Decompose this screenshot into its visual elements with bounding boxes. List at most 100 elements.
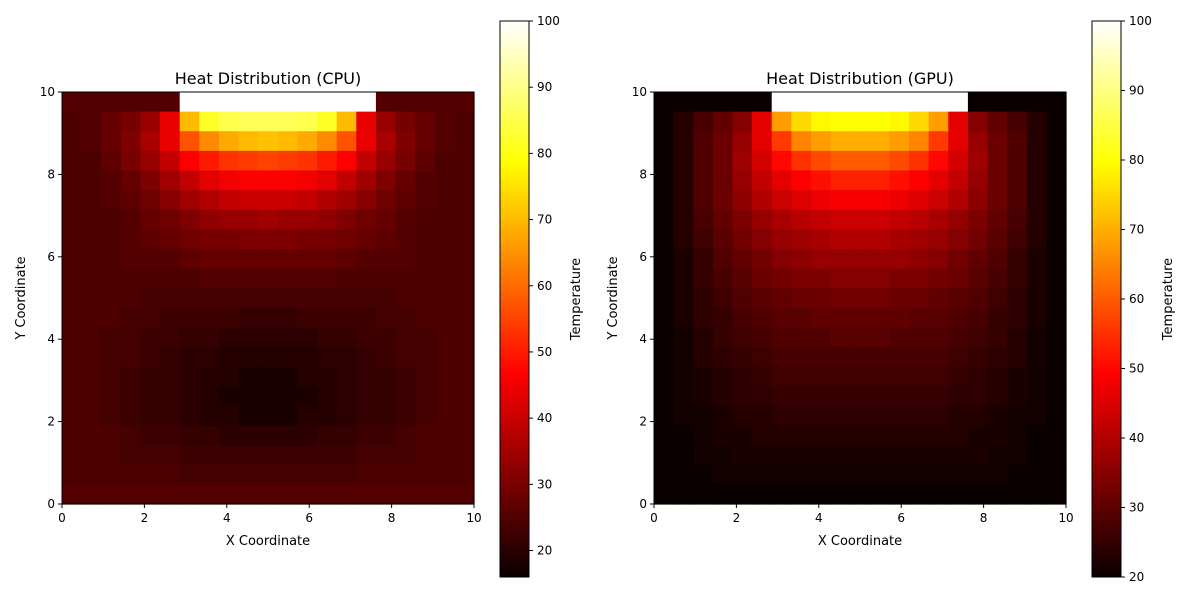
- gpu-heatmap-cell: [987, 307, 1008, 329]
- cpu-heatmap-cell: [415, 405, 436, 427]
- cpu-heatmap-cell: [317, 268, 338, 289]
- gpu-heatmap-cell: [771, 307, 792, 329]
- cpu-heatmap-cell: [415, 92, 436, 113]
- gpu-heatmap-cell: [987, 92, 1008, 113]
- gpu-heatmap-cell: [673, 248, 694, 270]
- cpu-heatmap-cell: [454, 484, 475, 505]
- cpu-heatmap-cell: [375, 170, 397, 191]
- cpu-heatmap-cell: [218, 366, 240, 387]
- gpu-heatmap-cell: [791, 288, 812, 309]
- cpu-heatmap-cell: [140, 386, 161, 407]
- gpu-heatmap-cell: [712, 445, 734, 466]
- gpu-heatmap-cell: [1007, 484, 1028, 505]
- cpu-heatmap-cell: [434, 248, 455, 270]
- gpu-heatmap-cell: [771, 405, 792, 427]
- gpu-heatmap-cell: [1026, 209, 1047, 230]
- cpu-heatmap-cell: [297, 209, 318, 230]
- gpu-heatmap-cell: [732, 150, 753, 172]
- cpu-heatmap-cell: [238, 405, 259, 427]
- cpu-heatmap-cell: [434, 366, 455, 387]
- cpu-heatmap-cell: [238, 111, 259, 132]
- gpu-colorbar-tick-label: 60: [1129, 292, 1144, 306]
- cpu-heatmap-cell: [101, 386, 122, 407]
- gpu-heatmap-cell: [869, 386, 891, 407]
- cpu-heatmap-cell: [218, 190, 240, 211]
- cpu-heatmap-cell: [395, 425, 416, 446]
- cpu-heatmap-cell: [434, 190, 455, 211]
- cpu-heatmap-cell: [81, 288, 102, 309]
- cpu-heatmap-cell: [160, 386, 181, 407]
- gpu-heatmap-cell: [1007, 425, 1028, 446]
- cpu-heatmap-cell: [454, 190, 475, 211]
- gpu-plot-frame: [653, 91, 1067, 505]
- cpu-heatmap-cell: [375, 92, 397, 113]
- cpu-heatmap-cell: [140, 464, 161, 485]
- gpu-colorbar-tick-label: 40: [1129, 431, 1144, 445]
- gpu-heatmap-cell: [889, 288, 910, 309]
- cpu-heatmap-cell: [434, 288, 455, 309]
- gpu-heatmap-cell: [654, 366, 675, 387]
- gpu-heatmap-cell: [654, 268, 675, 289]
- cpu-heatmap-cell: [356, 386, 377, 407]
- cpu-colorbar-tick-label: 70: [537, 213, 552, 227]
- cpu-heatmap-cell: [277, 288, 299, 309]
- cpu-heatmap-cell: [199, 307, 220, 329]
- gpu-heatmap-cell: [1007, 248, 1028, 270]
- gpu-heatmap-cell: [830, 209, 851, 230]
- cpu-heatmap-cell: [199, 229, 220, 250]
- gpu-heatmap-cell: [909, 288, 930, 309]
- cpu-heatmap-cell: [81, 92, 102, 113]
- cpu-heatmap-cell: [81, 366, 102, 387]
- gpu-heatmap-cell: [889, 268, 910, 289]
- cpu-heatmap-cell: [317, 170, 338, 191]
- gpu-heatmap-cell: [948, 484, 969, 505]
- gpu-heatmap-cell: [909, 131, 930, 152]
- cpu-colorbar-tick-label: 100: [537, 14, 560, 28]
- cpu-heatmap-cell: [297, 92, 318, 113]
- gpu-heatmap-cell: [850, 464, 871, 485]
- cpu-heatmap-cell: [277, 366, 299, 387]
- cpu-heatmap-cell: [160, 229, 181, 250]
- gpu-heatmap-cell: [693, 131, 714, 152]
- cpu-heatmap-cell: [81, 464, 102, 485]
- cpu-heatmap-cell: [258, 327, 279, 348]
- cpu-heatmap-cell: [120, 464, 142, 485]
- gpu-heatmap-cell: [1026, 131, 1047, 152]
- gpu-heatmap-cell: [712, 484, 734, 505]
- gpu-heatmap-cell: [732, 190, 753, 211]
- cpu-heatmap-cell: [434, 405, 455, 427]
- gpu-heatmap-cell: [1046, 190, 1067, 211]
- cpu-heatmap-cell: [454, 170, 475, 191]
- gpu-heatmap-cell: [791, 386, 812, 407]
- cpu-heatmap-cell: [258, 484, 279, 505]
- cpu-colorbar-tick-label: 80: [537, 146, 552, 160]
- cpu-heatmap-cell: [62, 386, 83, 407]
- gpu-heatmap-cell: [693, 484, 714, 505]
- cpu-heatmap-cell: [199, 150, 220, 172]
- cpu-heatmap-cell: [199, 327, 220, 348]
- cpu-heatmap-cell: [199, 268, 220, 289]
- gpu-heatmap-cell: [771, 248, 792, 270]
- gpu-heatmap-cell: [791, 131, 812, 152]
- cpu-heatmap-cell: [375, 425, 397, 446]
- cpu-heatmap-cell: [297, 484, 318, 505]
- gpu-heatmap-cell: [693, 386, 714, 407]
- cpu-heatmap-cell: [277, 347, 299, 368]
- gpu-y-tick-label: 10: [632, 85, 647, 99]
- cpu-heatmap-cell: [395, 190, 416, 211]
- cpu-heatmap-cell: [62, 92, 83, 113]
- cpu-heatmap-cell: [62, 347, 83, 368]
- gpu-heatmap-cell: [712, 347, 734, 368]
- cpu-heatmap-cell: [258, 268, 279, 289]
- gpu-heatmap-cell: [967, 405, 989, 427]
- cpu-heatmap-cell: [101, 405, 122, 427]
- cpu-heatmap-cell: [375, 248, 397, 270]
- gpu-heatmap-cell: [732, 288, 753, 309]
- gpu-heatmap-cell: [889, 111, 910, 132]
- gpu-heatmap-cell: [850, 327, 871, 348]
- cpu-y-axis-label: Y Coordinate: [14, 256, 29, 340]
- cpu-chart-title: Heat Distribution (CPU): [175, 69, 361, 88]
- gpu-heatmap-cell: [909, 268, 930, 289]
- gpu-heatmap-cell: [1046, 209, 1067, 230]
- cpu-heatmap-cell: [199, 170, 220, 191]
